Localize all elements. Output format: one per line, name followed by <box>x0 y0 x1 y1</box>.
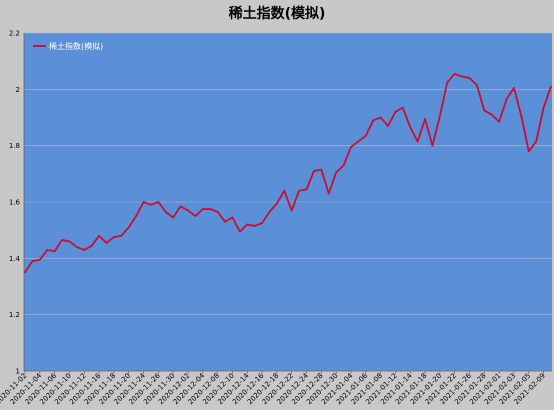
data-point <box>520 115 523 117</box>
data-point <box>364 134 367 137</box>
data-point <box>290 209 293 212</box>
data-point <box>238 230 241 233</box>
data-point <box>468 77 471 79</box>
data-point <box>83 248 86 251</box>
data-point <box>120 234 123 237</box>
y-tick-label: 1.6 <box>9 199 21 207</box>
axes: 11.21.41.61.822.22020-11-022020-11-04202… <box>0 30 552 406</box>
series-line <box>24 72 552 273</box>
data-point <box>172 216 175 219</box>
data-point <box>550 85 552 88</box>
data-point <box>483 109 486 112</box>
data-point <box>490 113 493 116</box>
data-point <box>379 116 382 119</box>
data-point <box>201 208 204 210</box>
data-point <box>424 118 426 120</box>
data-point <box>401 106 404 109</box>
data-point <box>446 81 449 84</box>
data-point <box>350 146 352 148</box>
data-point <box>90 244 93 247</box>
data-point <box>187 209 189 212</box>
data-point <box>31 260 34 263</box>
data-point <box>409 126 412 129</box>
data-point <box>246 223 249 226</box>
data-point <box>261 222 263 225</box>
data-point <box>283 189 286 192</box>
data-point <box>372 119 375 122</box>
data-point <box>335 171 338 174</box>
data-point <box>194 215 197 217</box>
data-point <box>135 215 138 217</box>
data-point <box>113 236 115 239</box>
data-point <box>216 210 219 213</box>
data-point <box>394 110 397 113</box>
data-point <box>253 225 256 227</box>
chart-title: 稀土指数(模拟) <box>229 5 326 22</box>
data-point <box>75 246 78 248</box>
data-point <box>68 240 71 243</box>
data-point <box>327 192 330 195</box>
series-layer <box>24 72 552 274</box>
data-point <box>231 216 234 219</box>
data-point <box>320 168 323 171</box>
y-tick-label: 1 <box>16 368 20 376</box>
y-tick-label: 2.2 <box>9 30 20 38</box>
data-point <box>342 164 345 167</box>
data-point <box>513 87 515 89</box>
data-point <box>157 201 160 203</box>
data-point <box>150 203 152 206</box>
data-point <box>476 84 478 87</box>
legend-label: 稀土指数(模拟) <box>49 41 103 51</box>
data-point <box>38 258 41 261</box>
data-point <box>453 72 456 75</box>
data-point <box>461 75 463 78</box>
data-point <box>535 140 538 143</box>
y-tick-label: 1.4 <box>9 255 21 263</box>
data-point <box>209 208 212 210</box>
data-point <box>275 202 278 205</box>
data-point <box>431 144 434 147</box>
data-point <box>357 140 360 143</box>
data-point <box>164 210 167 213</box>
data-point <box>105 241 108 244</box>
y-tick-label: 1.8 <box>9 142 20 150</box>
data-point <box>438 115 441 117</box>
data-point <box>298 189 301 192</box>
data-point <box>505 98 508 101</box>
data-point <box>527 150 530 153</box>
legend: 稀土指数(模拟) <box>33 41 103 51</box>
data-point <box>387 125 389 127</box>
data-point <box>46 248 49 251</box>
data-point <box>53 250 56 253</box>
y-tick-label: 2 <box>16 86 20 94</box>
data-point <box>179 205 182 208</box>
data-point <box>98 234 100 237</box>
data-point <box>268 210 271 213</box>
data-point <box>305 188 308 191</box>
data-point <box>542 106 545 109</box>
data-point <box>416 140 419 143</box>
data-point <box>142 201 145 203</box>
data-point <box>61 239 63 241</box>
data-point <box>127 226 130 229</box>
data-point <box>498 120 501 123</box>
data-point <box>24 271 26 274</box>
data-point <box>313 170 315 172</box>
y-tick-label: 1.2 <box>9 311 20 319</box>
data-point <box>224 220 226 223</box>
